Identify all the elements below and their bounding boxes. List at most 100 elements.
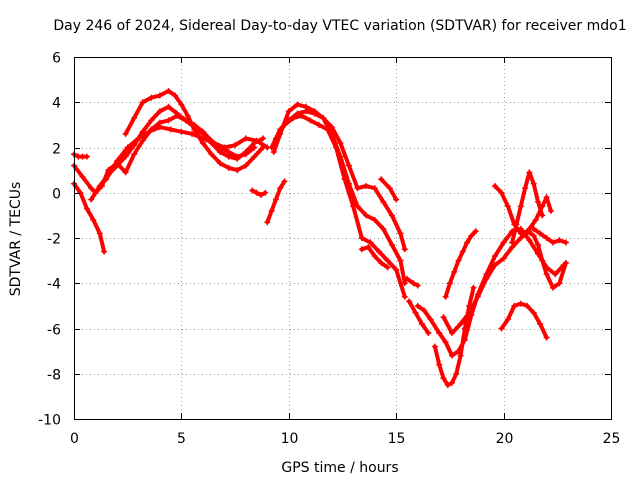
x-tick-label: 15 (388, 431, 406, 447)
data-point (88, 196, 95, 203)
data-point (103, 176, 110, 183)
y-tick-label: -2 (47, 232, 61, 248)
data-point (539, 212, 546, 219)
data-point (498, 189, 505, 196)
series-line (379, 177, 399, 202)
data-point (500, 239, 507, 246)
data-point (354, 185, 361, 192)
series-line (415, 226, 566, 358)
data-point (281, 178, 288, 185)
y-tick-label: 0 (52, 187, 61, 203)
data-point (376, 248, 382, 255)
data-point (90, 216, 97, 223)
data-point (461, 325, 468, 332)
series-track-18 (440, 228, 533, 336)
data-point (363, 212, 370, 219)
data-point (184, 112, 191, 119)
data-point (436, 361, 443, 368)
data-point (397, 257, 404, 264)
data-point (281, 121, 288, 128)
data-point (294, 101, 301, 108)
y-tick-label: -10 (38, 413, 61, 429)
data-point (472, 228, 479, 235)
data-point (272, 135, 279, 142)
series-track-24 (526, 194, 554, 232)
data-point (139, 99, 146, 106)
data-point (262, 189, 269, 196)
x-tick-label: 10 (281, 431, 299, 447)
series-track-11 (272, 112, 408, 300)
data-point (210, 140, 217, 146)
series-track-2 (71, 180, 108, 255)
data-point (333, 144, 340, 151)
data-point (444, 382, 451, 389)
data-point (189, 130, 196, 137)
data-point (148, 94, 155, 101)
data-point (251, 144, 258, 151)
series-line (273, 113, 407, 299)
data-point (135, 135, 142, 142)
data-point (412, 309, 419, 316)
data-point (139, 137, 146, 144)
series-track-15 (406, 298, 432, 336)
chart-title: Day 246 of 2024, Sidereal Day-to-day VTE… (53, 18, 626, 34)
series-line (499, 301, 549, 340)
y-tick-label: 6 (52, 51, 61, 67)
data-point (431, 343, 438, 350)
data-point (268, 144, 275, 151)
series-track-5 (122, 87, 266, 174)
tick-labels: 0 5 10 15 20 25 -10 -8 -6 -4 -2 0 2 4 6 (38, 51, 620, 448)
data-point (535, 198, 541, 205)
data-point (419, 321, 425, 327)
data-point (172, 92, 178, 99)
data-point (539, 203, 546, 210)
data-point (504, 203, 511, 210)
data-point (449, 379, 455, 386)
series-line (407, 299, 431, 335)
series-track-22 (498, 300, 550, 341)
data-point (251, 153, 258, 160)
data-point (328, 124, 335, 131)
data-point (526, 225, 533, 232)
data-point (277, 185, 284, 192)
data-point (526, 237, 533, 244)
data-point (77, 189, 84, 196)
data-point (242, 135, 249, 142)
data-point (457, 352, 464, 359)
series-track-7 (249, 187, 269, 198)
data-point (272, 196, 279, 203)
data-point (483, 275, 490, 282)
data-point (393, 196, 400, 203)
data-point (83, 153, 90, 160)
data-point (249, 187, 256, 194)
data-point (442, 339, 449, 346)
series-track-14 (403, 275, 421, 289)
series-line (72, 181, 107, 254)
data-point (199, 135, 206, 142)
data-point (556, 237, 563, 244)
data-point (414, 302, 421, 309)
data-point (517, 203, 524, 210)
grid (74, 57, 611, 419)
series-track-6 (103, 124, 271, 183)
data-point (253, 189, 260, 196)
data-point (156, 108, 163, 115)
data-point (457, 321, 464, 327)
series-line (443, 229, 478, 299)
data-point (440, 375, 447, 382)
data-point (543, 194, 550, 201)
data-point (371, 253, 378, 260)
data-point (242, 162, 249, 169)
data-point (96, 183, 103, 189)
data-point (474, 293, 481, 300)
data-point (315, 121, 322, 128)
data-point (298, 112, 305, 119)
data-point (449, 330, 455, 336)
data-point (380, 198, 387, 205)
data-point (101, 248, 108, 255)
y-axis-label: SDTVAR / TECUs (8, 182, 24, 297)
data-point (492, 183, 498, 189)
data-point (146, 128, 153, 135)
x-tick-label: 20 (496, 431, 514, 447)
